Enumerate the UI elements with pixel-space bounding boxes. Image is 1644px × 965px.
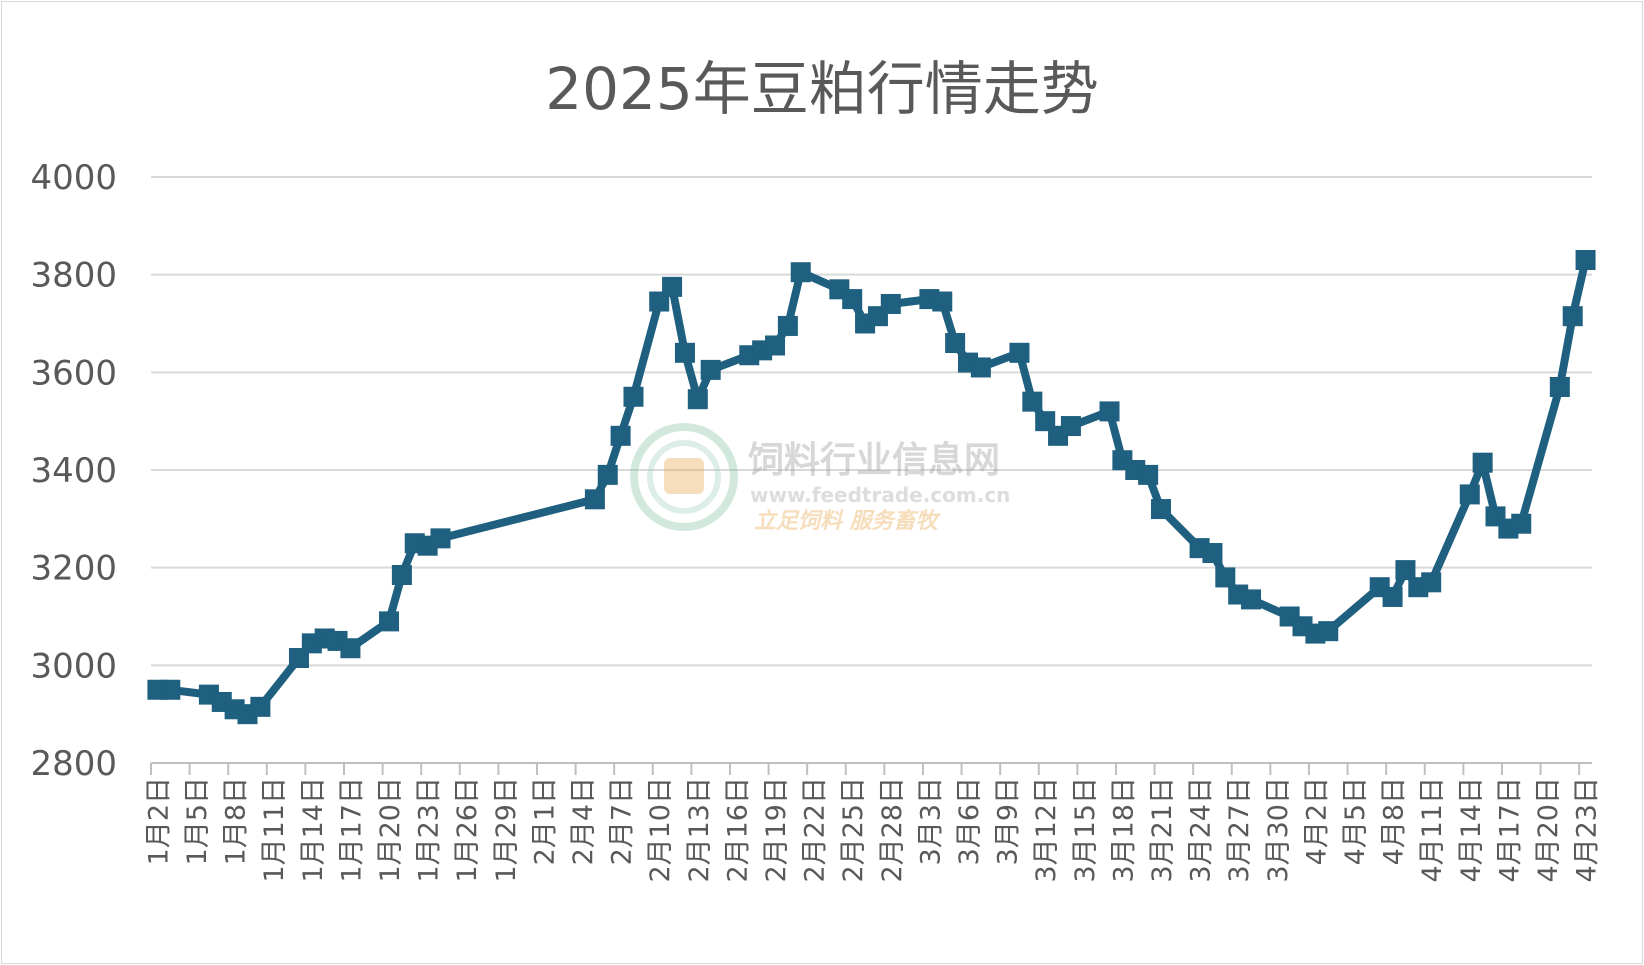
- watermark-url: www.feedtrade.com.cn: [750, 483, 1010, 507]
- watermark-logo-icon: [630, 423, 738, 531]
- data-point: [662, 276, 683, 297]
- watermark: 饲料行业信息网 www.feedtrade.com.cn 立足饲料 服务畜牧: [630, 423, 1010, 534]
- x-tick-label: 1月5日: [182, 777, 213, 865]
- x-tick-label: 3月3日: [915, 777, 946, 865]
- x-axis-ticks: 1月2日 1月5日 1月8日 1月11日 1月14日 1月17日 1月20日 1月23日 1月2…: [143, 777, 1602, 883]
- y-axis-ticks: 2800 3000 3200 3400 3600 3800 4000: [30, 158, 117, 784]
- y-tick-label: 3200: [30, 549, 117, 589]
- x-tick-label: 4月20日: [1533, 777, 1564, 883]
- x-tick-label: 3月6日: [954, 777, 985, 865]
- data-point: [1575, 250, 1596, 271]
- data-point: [1459, 484, 1480, 505]
- data-point: [1511, 513, 1532, 534]
- x-tick-label: 1月11日: [259, 777, 290, 883]
- data-point: [945, 333, 966, 354]
- y-tick-label: 3400: [30, 451, 117, 491]
- data-point: [674, 342, 695, 363]
- x-tick-label: 1月14日: [298, 777, 329, 883]
- x-tick-label: 1月2日: [143, 777, 174, 865]
- data-point: [777, 315, 798, 336]
- x-tick-label: 2月16日: [722, 777, 753, 883]
- data-point: [1421, 572, 1442, 593]
- x-tick-label: 4月11日: [1417, 777, 1448, 883]
- data-point: [1382, 586, 1403, 607]
- x-tick-label: 3月18日: [1108, 777, 1139, 883]
- data-point: [1150, 499, 1171, 520]
- y-tick-label: 3800: [30, 256, 117, 296]
- x-tick-label: 4月5日: [1340, 777, 1371, 865]
- x-tick-label: 4月17日: [1494, 777, 1525, 883]
- x-tick-label: 1月17日: [336, 777, 367, 883]
- data-point: [1241, 589, 1262, 610]
- x-tick-label: 4月14日: [1456, 777, 1487, 883]
- x-tick-label: 1月8日: [221, 777, 252, 865]
- x-tick-label: 3月30日: [1263, 777, 1294, 883]
- x-axis: [150, 762, 1592, 775]
- x-tick-label: 4月23日: [1572, 777, 1603, 883]
- data-point: [700, 359, 721, 380]
- x-tick-label: 3月21日: [1147, 777, 1178, 883]
- x-tick-label: 3月9日: [993, 777, 1024, 865]
- data-point: [1318, 621, 1339, 642]
- x-tick-label: 2月25日: [838, 777, 869, 883]
- data-point: [250, 696, 271, 717]
- data-point: [430, 528, 451, 549]
- x-tick-label: 3月15日: [1070, 777, 1101, 883]
- x-tick-label: 4月8日: [1379, 777, 1410, 865]
- chart-title: 2025年豆粕行情走势: [545, 55, 1099, 123]
- data-point: [610, 425, 631, 446]
- x-tick-label: 1月23日: [414, 777, 445, 883]
- x-tick-label: 3月12日: [1031, 777, 1062, 883]
- y-tick-label: 4000: [30, 158, 117, 198]
- data-point: [1202, 543, 1223, 564]
- y-tick-label: 3000: [30, 646, 117, 686]
- series-markers: [147, 250, 1596, 725]
- data-point: [687, 389, 708, 410]
- watermark-slogan: 立足饲料 服务畜牧: [754, 508, 942, 534]
- data-point: [1472, 452, 1493, 473]
- x-tick-label: 2月28日: [877, 777, 908, 883]
- data-point: [1549, 376, 1570, 397]
- data-point: [1138, 464, 1159, 485]
- x-tick-label: 1月26日: [452, 777, 483, 883]
- data-point: [584, 489, 605, 510]
- y-tick-label: 2800: [30, 744, 117, 784]
- data-point: [1022, 391, 1043, 412]
- data-point: [1009, 342, 1030, 363]
- x-tick-label: 1月29日: [491, 777, 522, 883]
- data-point: [1215, 567, 1236, 588]
- x-tick-label: 2月1日: [529, 777, 560, 865]
- data-point: [880, 293, 901, 314]
- data-point: [1395, 560, 1416, 581]
- data-point: [765, 335, 786, 356]
- data-point: [970, 357, 991, 378]
- data-point: [379, 611, 400, 632]
- y-tick-label: 3600: [30, 353, 117, 393]
- data-point: [1060, 416, 1081, 437]
- x-tick-label: 4月2日: [1301, 777, 1332, 865]
- data-point: [1562, 306, 1583, 327]
- x-tick-label: 2月7日: [607, 777, 638, 865]
- x-tick-label: 2月19日: [761, 777, 792, 883]
- x-tick-label: 2月4日: [568, 777, 599, 865]
- watermark-name: 饲料行业信息网: [748, 440, 1000, 481]
- data-point: [1099, 401, 1120, 422]
- x-tick-label: 2月10日: [645, 777, 676, 883]
- data-point: [160, 679, 181, 700]
- data-point: [790, 262, 811, 283]
- x-tick-label: 3月24日: [1186, 777, 1217, 883]
- grid-lines: [151, 176, 1592, 764]
- data-point: [842, 289, 863, 310]
- data-point: [597, 464, 618, 485]
- x-tick-label: 2月13日: [684, 777, 715, 883]
- data-point: [932, 291, 953, 312]
- x-tick-label: 1月20日: [375, 777, 406, 883]
- x-tick-label: 3月27日: [1224, 777, 1255, 883]
- data-point: [340, 638, 361, 659]
- x-tick-label: 2月22日: [800, 777, 831, 883]
- data-point: [391, 564, 412, 585]
- data-point: [623, 386, 644, 407]
